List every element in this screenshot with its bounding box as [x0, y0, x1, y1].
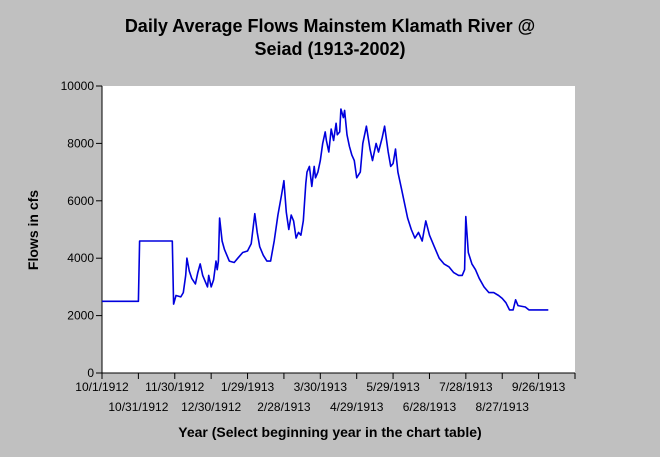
x-tick-label: 9/26/1913 — [512, 380, 566, 394]
y-tick-label: 10000 — [61, 79, 95, 93]
y-tick-label: 2000 — [67, 309, 94, 323]
x-tick-label: 3/30/1913 — [294, 380, 348, 394]
axes: 0 2000 4000 6000 8000 10000 10/1/1912 10/31/191… — [61, 79, 576, 414]
x-tick-label: 6/28/1913 — [403, 400, 457, 414]
y-tick-label: 0 — [87, 366, 94, 380]
x-tick-label: 4/29/1913 — [330, 400, 384, 414]
x-tick-label: 10/1/1912 — [75, 380, 129, 394]
x-tick-label: 2/28/1913 — [257, 400, 311, 414]
x-tick-label: 7/28/1913 — [439, 380, 493, 394]
y-tick-label: 4000 — [67, 251, 94, 265]
x-tick-label: 10/31/1912 — [108, 400, 168, 414]
x-tick-label: 8/27/1913 — [476, 400, 530, 414]
x-axis-label: Year (Select beginning year in the chart… — [178, 424, 482, 440]
x-tick-label: 5/29/1913 — [366, 380, 420, 394]
x-tick-label: 1/29/1913 — [221, 380, 275, 394]
series-group — [102, 108, 549, 311]
y-tick-label: 6000 — [67, 194, 94, 208]
chart-title-line-2: Seiad (1913-2002) — [254, 39, 406, 59]
plot-area — [102, 86, 575, 373]
y-tick-label: 8000 — [67, 136, 94, 150]
x-tick-label: 11/30/1912 — [145, 380, 204, 394]
x-tick-label: 12/30/1912 — [181, 400, 241, 414]
chart-title-line-1: Daily Average Flows Mainstem Klamath Riv… — [124, 16, 536, 36]
y-axis-label: Flows in cfs — [25, 189, 41, 271]
flow-series-line — [102, 108, 549, 311]
